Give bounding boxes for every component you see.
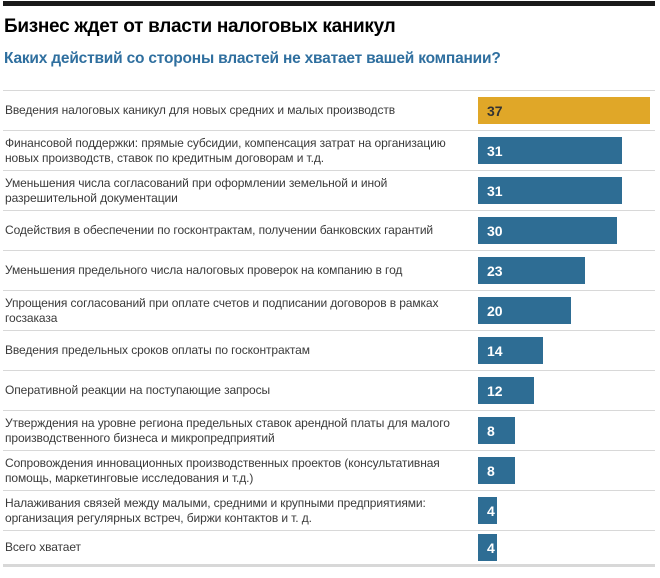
- bar-value-label: 31: [487, 182, 503, 199]
- category-label: Налаживания связей между малыми, средним…: [5, 496, 426, 525]
- chart-row: Сопровождения инновационных производстве…: [3, 450, 655, 490]
- category-label: Утверждения на уровне региона предельных…: [5, 416, 450, 445]
- bar: 4: [478, 497, 497, 524]
- bar-value-label: 8: [487, 422, 495, 439]
- chart-row: Всего хватает 4: [3, 530, 655, 564]
- bar-track: 31: [478, 177, 655, 204]
- bar: 31: [478, 177, 622, 204]
- bar-track: 31: [478, 137, 655, 164]
- bar-track: 4: [478, 497, 655, 524]
- bar: 14: [478, 337, 543, 364]
- bar-track: 4: [478, 534, 655, 561]
- category-label: Всего хватает: [5, 540, 81, 555]
- bar: 12: [478, 377, 534, 404]
- bar-track: 8: [478, 457, 655, 484]
- bar-value-label: 23: [487, 262, 503, 279]
- chart-row: Введения предельных сроков оплаты по гос…: [3, 330, 655, 370]
- bar: 8: [478, 417, 515, 444]
- chart-row: Введения налоговых каникул для новых сре…: [3, 90, 655, 130]
- bar-value-label: 12: [487, 382, 503, 399]
- bar-track: 30: [478, 217, 655, 244]
- bar-chart: Введения налоговых каникул для новых сре…: [0, 90, 660, 564]
- chart-row: Уменьшения числа согласований при оформл…: [3, 170, 655, 210]
- bar: 23: [478, 257, 585, 284]
- bar-value-label: 20: [487, 302, 503, 319]
- chart-row: Содействия в обеспечении по госконтракта…: [3, 210, 655, 250]
- bar-value-label: 14: [487, 342, 503, 359]
- category-label: Введения налоговых каникул для новых сре…: [5, 103, 396, 118]
- bar: 31: [478, 137, 622, 164]
- chart-subtitle: Каких действий со стороны властей не хва…: [4, 50, 501, 67]
- bar-value-label: 31: [487, 142, 503, 159]
- chart-row: Оперативной реакции на поступающие запро…: [3, 370, 655, 410]
- bar-value-label: 37: [487, 102, 503, 119]
- chart-row: Уменьшения предельного числа налоговых п…: [3, 250, 655, 290]
- category-label: Оперативной реакции на поступающие запро…: [5, 383, 271, 398]
- category-label: Уменьшения предельного числа налоговых п…: [5, 263, 403, 278]
- bar-track: 12: [478, 377, 655, 404]
- bar: 8: [478, 457, 515, 484]
- bar: 20: [478, 297, 571, 324]
- category-label: Содействия в обеспечении по госконтракта…: [5, 223, 434, 238]
- bar-value-label: 30: [487, 222, 503, 239]
- chart-row: Финансовой поддержки: прямые субсидии, к…: [3, 130, 655, 170]
- page-title: Бизнес ждет от власти налоговых каникул: [4, 16, 396, 37]
- bar: 4: [478, 534, 497, 561]
- top-rule: [3, 1, 655, 6]
- category-label: Уменьшения числа согласований при оформл…: [5, 176, 388, 205]
- bar-track: 8: [478, 417, 655, 444]
- category-label: Введения предельных сроков оплаты по гос…: [5, 343, 310, 358]
- bar-track: 14: [478, 337, 655, 364]
- category-label: Упрощения согласований при оплате счетов…: [5, 296, 439, 325]
- bar-value-label: 4: [487, 539, 495, 556]
- bottom-rule: [3, 564, 655, 567]
- bar-value-label: 8: [487, 462, 495, 479]
- bar-value-label: 4: [487, 502, 495, 519]
- bar: 30: [478, 217, 617, 244]
- bar-track: 20: [478, 297, 655, 324]
- bar-track: 23: [478, 257, 655, 284]
- category-label: Финансовой поддержки: прямые субсидии, к…: [5, 136, 446, 165]
- chart-row: Налаживания связей между малыми, средним…: [3, 490, 655, 530]
- chart-row: Упрощения согласований при оплате счетов…: [3, 290, 655, 330]
- bar: 37: [478, 97, 650, 124]
- category-label: Сопровождения инновационных производстве…: [5, 456, 440, 485]
- chart-row: Утверждения на уровне региона предельных…: [3, 410, 655, 450]
- bar-track: 37: [478, 97, 655, 124]
